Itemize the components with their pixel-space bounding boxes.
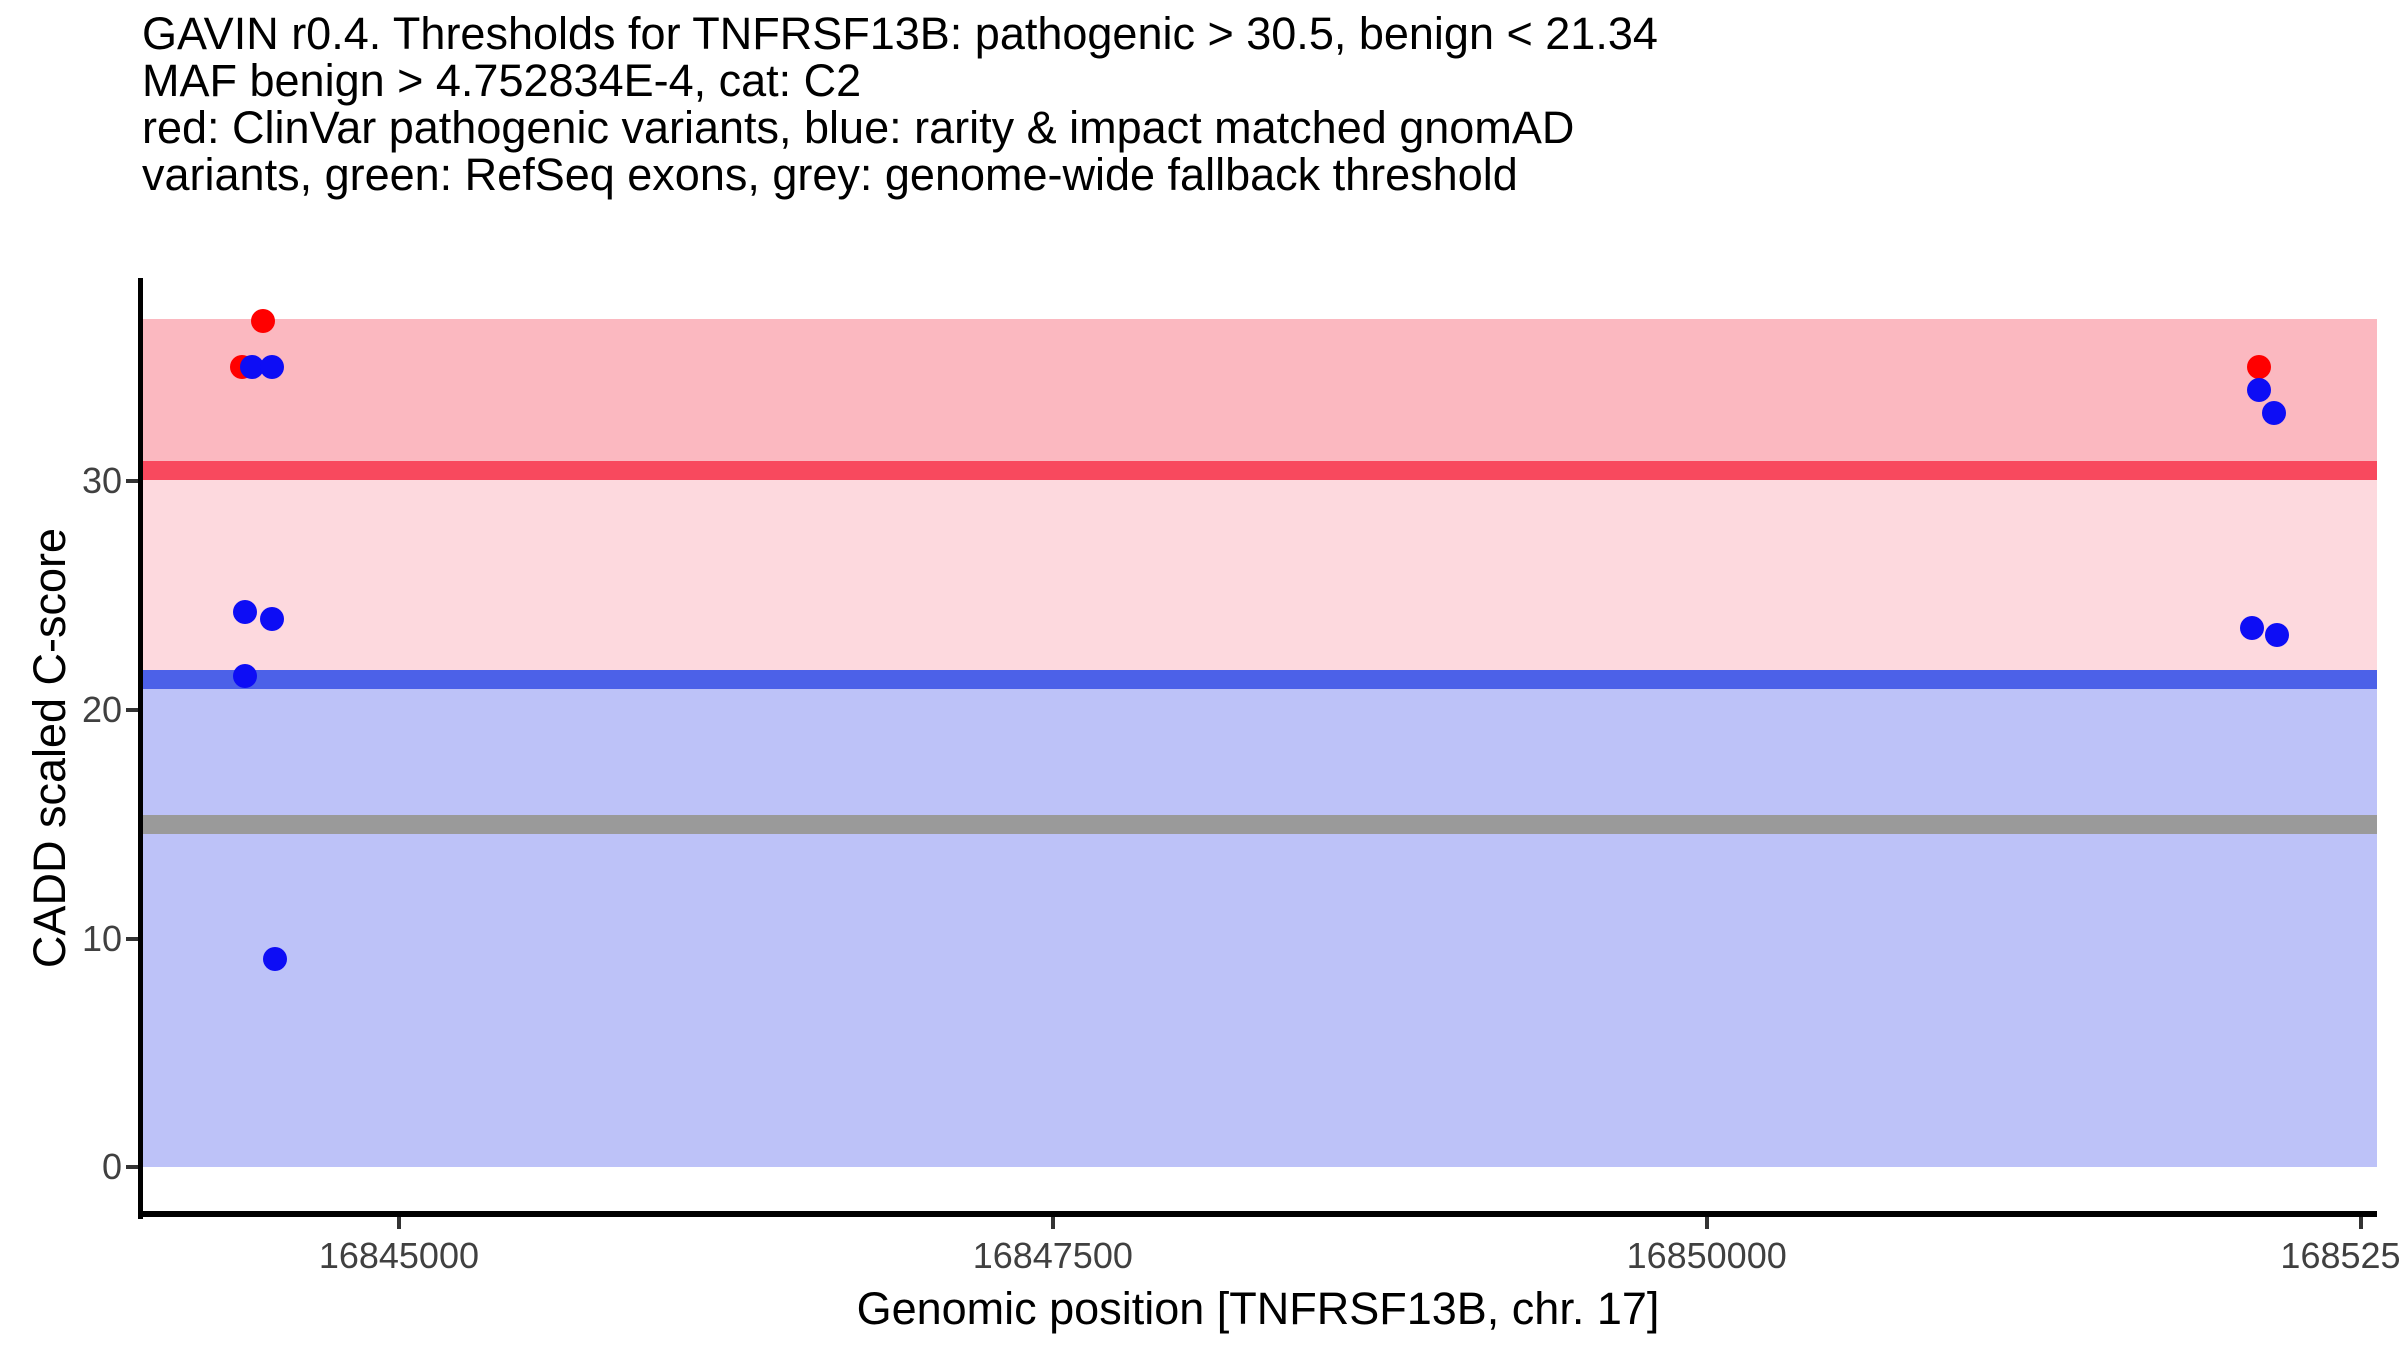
- x-tick-label: 16852500: [2280, 1235, 2400, 1276]
- x-tick-mark: [396, 1217, 401, 1229]
- x-axis-line: [138, 1211, 2377, 1217]
- y-tick-mark: [126, 1165, 138, 1170]
- y-tick-mark: [126, 936, 138, 941]
- data-point-gnomad-matched: [2239, 615, 2264, 640]
- data-point-gnomad-matched: [232, 663, 257, 688]
- chart-title-line-3: red: ClinVar pathogenic variants, blue: …: [142, 102, 1575, 153]
- y-tick-label: 20: [81, 689, 122, 731]
- x-tick-mark: [2358, 1217, 2363, 1229]
- y-axis-line: [138, 278, 143, 1219]
- x-tick-label: 16845000: [318, 1235, 479, 1276]
- chart-title-line-4: variants, green: RefSeq exons, grey: gen…: [142, 149, 1518, 200]
- y-tick-mark: [126, 708, 138, 713]
- y-tick-label: 0: [101, 1146, 122, 1188]
- y-tick-label: 30: [81, 460, 122, 502]
- data-point-gnomad-matched: [232, 599, 257, 624]
- pathogenic-zone-band: [140, 319, 2377, 471]
- chart-title-line-1: GAVIN r0.4. Thresholds for TNFRSF13B: pa…: [142, 8, 1658, 59]
- intermediate-zone-band: [140, 470, 2377, 680]
- chart-title: GAVIN r0.4. Thresholds for TNFRSF13B: pa…: [142, 10, 1658, 198]
- data-point-gnomad-matched: [260, 606, 285, 631]
- benign-zone-band: [140, 679, 2377, 1168]
- x-tick-mark: [1050, 1217, 1055, 1229]
- chart-title-line-2: MAF benign > 4.752834E-4, cat: C2: [142, 55, 862, 106]
- data-point-gnomad-matched: [2264, 622, 2289, 647]
- data-point-gnomad-matched: [262, 947, 287, 972]
- data-point-gnomad-matched: [2262, 400, 2287, 425]
- y-tick-mark: [126, 479, 138, 484]
- genome-wide-fallback-threshold-line: [140, 814, 2377, 834]
- data-point-gnomad-matched: [260, 355, 285, 380]
- x-tick-label: 16850000: [1626, 1235, 1787, 1276]
- data-point-gnomad-matched: [2246, 378, 2271, 403]
- x-axis-title: Genomic position [TNFRSF13B, chr. 17]: [856, 1283, 1660, 1334]
- pathogenic-threshold-line: [140, 460, 2377, 480]
- y-tick-label: 10: [81, 917, 122, 959]
- y-axis-title: CADD scaled C-score: [24, 527, 75, 969]
- data-point-clinvar-pathogenic: [250, 309, 275, 334]
- benign-threshold-line: [140, 669, 2377, 689]
- data-point-clinvar-pathogenic: [2246, 355, 2271, 380]
- x-tick-mark: [1704, 1217, 1709, 1229]
- x-tick-label: 16847500: [972, 1235, 1133, 1276]
